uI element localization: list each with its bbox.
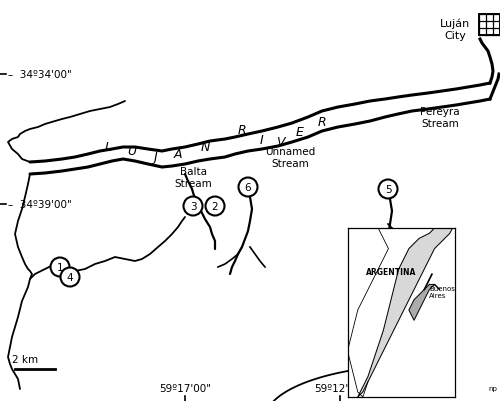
Text: 5: 5	[384, 184, 392, 194]
Text: 59º17'00": 59º17'00"	[159, 383, 211, 393]
Text: E: E	[296, 125, 304, 138]
Text: 6: 6	[244, 182, 252, 192]
Text: L: L	[104, 141, 112, 154]
Text: R: R	[318, 115, 326, 128]
Circle shape	[206, 197, 225, 216]
Text: 59º12'00": 59º12'00"	[314, 383, 366, 393]
Text: Luján
City: Luján City	[440, 19, 470, 41]
Text: I: I	[260, 133, 264, 146]
Circle shape	[238, 178, 258, 197]
Circle shape	[378, 180, 398, 199]
Text: –  34º39'00": – 34º39'00"	[8, 200, 72, 209]
Circle shape	[184, 197, 203, 216]
Text: np: np	[488, 385, 497, 391]
Text: V: V	[276, 135, 284, 148]
Text: –  34º34'00": – 34º34'00"	[8, 70, 72, 80]
Circle shape	[50, 258, 70, 277]
Text: 2 km: 2 km	[12, 354, 38, 364]
Text: R: R	[238, 123, 246, 136]
Text: 1: 1	[56, 262, 64, 272]
Text: Á: Á	[174, 148, 182, 161]
Text: Unnamed
Stream: Unnamed Stream	[265, 147, 315, 168]
Text: 4: 4	[66, 272, 73, 282]
Text: N: N	[200, 141, 209, 154]
Text: U: U	[128, 145, 136, 158]
Circle shape	[60, 268, 80, 287]
Bar	[479, 15, 500, 36]
Text: 3: 3	[190, 201, 196, 211]
Text: Pereyra
Stream: Pereyra Stream	[420, 107, 460, 128]
Text: J: J	[153, 151, 157, 164]
Text: 2: 2	[212, 201, 218, 211]
Text: Balta
Stream: Balta Stream	[174, 167, 212, 188]
